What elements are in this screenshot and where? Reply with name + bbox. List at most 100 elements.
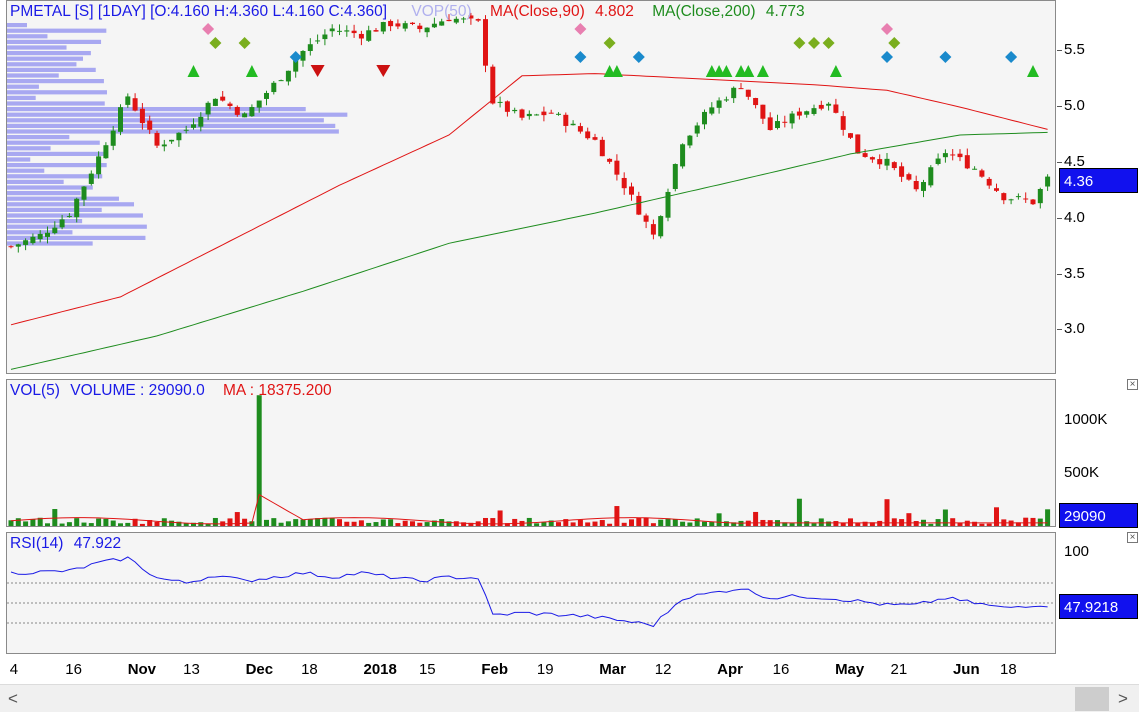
candle-body xyxy=(30,236,36,244)
scroll-right-arrow-icon[interactable]: > xyxy=(1118,689,1128,708)
signal-diamond-icon xyxy=(574,51,587,63)
vop-bar xyxy=(7,196,119,201)
ma200-label: MA(Close,200) xyxy=(652,3,756,20)
signal-diamond-icon xyxy=(1005,51,1018,63)
volume-bar xyxy=(650,523,656,526)
volume-bar xyxy=(534,523,540,526)
candle-body xyxy=(154,132,160,146)
candle-body xyxy=(373,30,379,32)
current-rsi-label: 47.9218 xyxy=(1059,594,1138,619)
price-header: PMETAL [S] [1DAY] [O:4.160 H:4.360 L:4.1… xyxy=(10,3,811,21)
volume-bar xyxy=(285,521,291,526)
date-tick-label: 4 xyxy=(9,661,19,678)
volume-bar xyxy=(118,523,123,526)
signal-diamond-icon xyxy=(822,37,835,49)
candle-body xyxy=(716,100,722,108)
volume-bar xyxy=(15,518,21,526)
volume-header: VOL(5) VOLUME : 29090.0 MA : 18375.200 xyxy=(10,382,338,400)
volume-bar xyxy=(629,519,634,526)
volume-tick-label: 500K xyxy=(1064,463,1100,481)
volume-bar xyxy=(88,523,94,526)
date-tick-label: 13 xyxy=(183,661,200,678)
volume-bar xyxy=(256,395,262,526)
price-tick-mark xyxy=(1057,161,1062,163)
candle-body xyxy=(307,44,313,51)
candle-body xyxy=(629,186,634,195)
volume-bar xyxy=(1045,509,1051,526)
candle-body xyxy=(928,167,934,186)
volume-bar xyxy=(548,520,554,526)
vop-bar xyxy=(7,34,48,39)
volume-bar xyxy=(373,522,379,526)
price-tick-label: 3.5 xyxy=(1064,264,1085,282)
rsi-close-icon[interactable]: × xyxy=(1127,532,1138,543)
volume-bar xyxy=(439,519,445,526)
volume-bar xyxy=(818,518,824,526)
candle-body xyxy=(468,15,474,19)
volume-bar xyxy=(804,521,810,526)
rsi-chart[interactable] xyxy=(7,533,1056,654)
candle-body xyxy=(125,96,131,105)
candle-body xyxy=(986,178,992,186)
sell-signal-icon xyxy=(376,65,391,77)
vop-bar xyxy=(7,202,135,207)
candle-body xyxy=(37,233,43,240)
volume-close-icon[interactable]: × xyxy=(1127,379,1138,390)
scrollbar-thumb[interactable] xyxy=(1075,687,1109,711)
candle-body xyxy=(702,111,707,125)
signal-diamond-icon xyxy=(603,37,616,49)
volume-bar xyxy=(300,519,306,526)
candle-body xyxy=(161,144,167,147)
volume-bar xyxy=(315,518,321,526)
vop-bar xyxy=(7,168,45,173)
volume-bar xyxy=(848,518,853,526)
volume-bar xyxy=(753,511,759,526)
candle-body xyxy=(132,98,138,111)
candle-body xyxy=(848,133,853,138)
candle-body xyxy=(833,104,839,113)
volume-bar xyxy=(271,518,277,526)
candle-body xyxy=(52,227,58,234)
ma200-value: 4.773 xyxy=(765,3,805,20)
volume-bar xyxy=(833,521,839,526)
candle-body xyxy=(512,109,518,112)
candle-body xyxy=(205,102,211,115)
horizontal-scrollbar[interactable]: < > xyxy=(0,684,1139,712)
candle-body xyxy=(541,111,547,116)
candle-body xyxy=(796,111,802,116)
volume-ma-line xyxy=(10,493,1048,525)
volume-bar xyxy=(796,498,802,526)
price-chart-panel[interactable]: PMETAL [S] [1DAY] [O:4.160 H:4.360 L:4.1… xyxy=(6,0,1056,374)
rsi-chart-panel[interactable]: RSI(14) 47.922 xyxy=(6,532,1056,654)
vop-bar xyxy=(7,224,147,229)
candle-body xyxy=(650,224,656,235)
date-tick-label: 18 xyxy=(301,661,318,678)
date-tick-label: 15 xyxy=(418,661,436,678)
candle-body xyxy=(66,216,72,218)
volume-bar xyxy=(242,518,248,526)
scroll-left-arrow-icon[interactable]: < xyxy=(8,689,18,708)
volume-bar xyxy=(716,513,722,526)
candle-body xyxy=(818,104,824,109)
volume-text: VOLUME : 29090.0 xyxy=(70,382,205,399)
volume-bar xyxy=(366,522,372,526)
price-chart[interactable] xyxy=(7,1,1056,374)
volume-chart[interactable] xyxy=(7,380,1056,527)
candle-body xyxy=(88,173,94,184)
volume-chart-panel[interactable]: VOL(5) VOLUME : 29090.0 MA : 18375.200 xyxy=(6,379,1056,527)
price-tick-mark xyxy=(1057,217,1062,219)
volume-bar xyxy=(103,518,109,526)
volume-bar xyxy=(1037,518,1043,526)
candle-body xyxy=(453,18,459,23)
candle-body xyxy=(826,103,832,106)
volume-bar xyxy=(1023,517,1029,526)
vop-bar xyxy=(7,107,306,112)
candle-body xyxy=(278,80,284,82)
vop-bar xyxy=(7,163,107,168)
candle-body xyxy=(475,19,481,21)
date-tick-label: 16 xyxy=(772,661,790,678)
candle-body xyxy=(337,30,342,32)
candle-body xyxy=(110,130,116,146)
volume-bar xyxy=(811,523,817,526)
signal-diamond-icon xyxy=(888,37,901,49)
